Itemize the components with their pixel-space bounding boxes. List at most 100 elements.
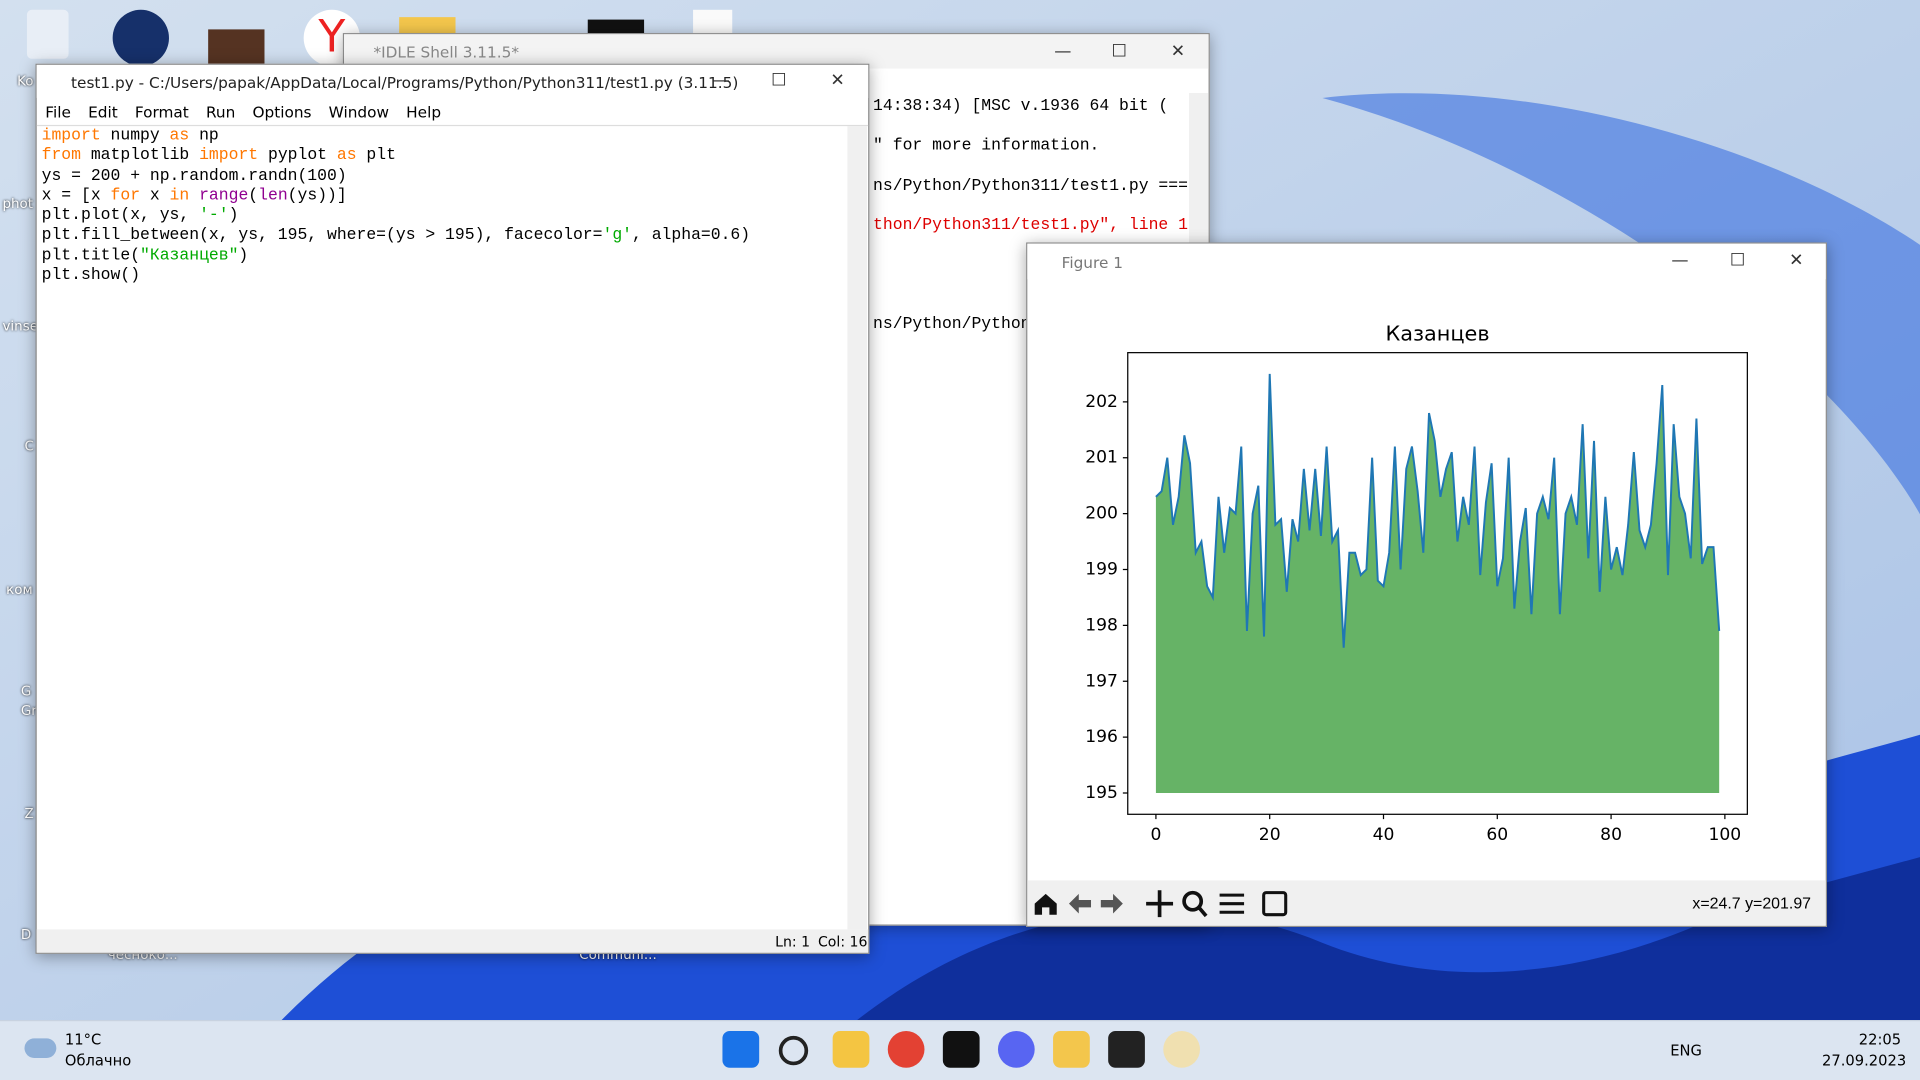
x-tick-label: 100 bbox=[1709, 825, 1742, 845]
shell-title: *IDLE Shell 3.11.5* bbox=[373, 42, 520, 62]
code-token: "Казанцев" bbox=[140, 247, 239, 266]
forward-button[interactable] bbox=[1100, 893, 1123, 914]
start-button[interactable] bbox=[722, 1031, 760, 1068]
desktop-label: vinse bbox=[2, 318, 39, 335]
chrome-button[interactable] bbox=[887, 1031, 925, 1068]
code-token: for bbox=[110, 187, 141, 206]
editor-window: test1.py - C:/Users/papak/AppData/Local/… bbox=[35, 63, 870, 954]
maximize-button[interactable]: ☐ bbox=[1111, 41, 1127, 62]
code-line: plt.fill_between(x, ys, 195, where=(ys >… bbox=[42, 227, 750, 247]
code-token: '-' bbox=[199, 207, 229, 226]
x-tick-label: 0 bbox=[1150, 825, 1161, 845]
menu-item[interactable]: File bbox=[45, 102, 71, 122]
code-token: from bbox=[41, 147, 82, 166]
x-tick-label: 60 bbox=[1486, 825, 1508, 845]
scrollbar[interactable] bbox=[847, 126, 867, 930]
maximize-button[interactable]: ☐ bbox=[1729, 251, 1746, 271]
menu-item[interactable]: Format bbox=[134, 102, 189, 122]
steam-icon[interactable] bbox=[112, 9, 169, 67]
axes-frame bbox=[1127, 352, 1748, 815]
toolbar: x=24.7 y=201.97 bbox=[1027, 880, 1826, 926]
minimize-button[interactable]: — bbox=[1054, 41, 1072, 62]
desktop-label: phot bbox=[2, 195, 34, 212]
status-bar: Ln: 1 Col: 16 bbox=[36, 929, 869, 953]
matplotlib-button[interactable] bbox=[1163, 1031, 1200, 1068]
code-token: as bbox=[336, 147, 357, 166]
video-icon[interactable] bbox=[208, 29, 265, 67]
shell-line: ns/Python/Python311/test1.py === bbox=[873, 177, 1188, 196]
menu-item[interactable]: Options bbox=[252, 102, 312, 122]
editor-title: test1.py - C:/Users/papak/AppData/Local/… bbox=[71, 73, 739, 92]
status-ln: Ln: 1 bbox=[775, 933, 811, 951]
code-token: 'g' bbox=[602, 227, 633, 246]
python-button[interactable] bbox=[1053, 1031, 1090, 1068]
shell-line: 14:38:34) [MSC v.1936 64 bit ( bbox=[873, 97, 1169, 117]
menu-item[interactable]: Edit bbox=[88, 102, 118, 122]
desktop-label: G bbox=[20, 683, 32, 700]
code-token: ( bbox=[248, 187, 259, 206]
code-token: as bbox=[169, 127, 190, 146]
menu-item[interactable]: Help bbox=[406, 102, 442, 122]
search-button[interactable] bbox=[778, 1035, 809, 1066]
close-button[interactable]: ✕ bbox=[1170, 41, 1186, 62]
back-button[interactable] bbox=[1068, 893, 1092, 914]
x-tick-label: 80 bbox=[1600, 825, 1622, 845]
close-button[interactable]: ✕ bbox=[830, 71, 845, 91]
y-tick-label: 199 bbox=[1085, 559, 1118, 579]
minimize-button[interactable]: — bbox=[712, 71, 730, 91]
code-token: len bbox=[258, 187, 288, 206]
code-line: x = [x for x in range(len(ys))] bbox=[42, 187, 750, 207]
code-token: ) bbox=[228, 207, 239, 226]
menu-bar: File Edit Format Run Options Window Help bbox=[36, 99, 869, 127]
y-tick-label: 196 bbox=[1085, 727, 1118, 747]
close-button[interactable]: ✕ bbox=[1789, 251, 1804, 271]
code-token: numpy bbox=[100, 127, 170, 146]
y-tick-label: 198 bbox=[1085, 615, 1118, 635]
pycharm-button[interactable] bbox=[942, 1031, 980, 1068]
line bbox=[1155, 373, 1721, 648]
status-col: Col: 16 bbox=[817, 933, 868, 951]
explorer-button[interactable] bbox=[832, 1031, 870, 1068]
pan-button[interactable] bbox=[1146, 890, 1174, 918]
code-token: ys = 200 + np.random.randn(100) bbox=[41, 167, 347, 186]
x-tick-label: 20 bbox=[1259, 825, 1281, 845]
desktop-label: Gr bbox=[20, 702, 37, 719]
figure-title: Figure 1 bbox=[1061, 253, 1123, 272]
zoom-button[interactable] bbox=[1182, 890, 1204, 912]
code-token: (ys))] bbox=[287, 187, 347, 206]
code-token: ) bbox=[238, 247, 249, 266]
chart-title: Казанцев bbox=[1385, 321, 1489, 345]
weather-icon[interactable] bbox=[24, 1038, 57, 1058]
language[interactable]: ENG bbox=[1670, 1042, 1702, 1060]
shell-output: 14:38:34) [MSC v.1936 64 bit (" for more… bbox=[873, 98, 1188, 336]
clock-time: 22:05 bbox=[1858, 1031, 1902, 1049]
menu-item[interactable]: Run bbox=[205, 102, 236, 122]
menu-item[interactable]: Window bbox=[328, 102, 390, 122]
code-token: import bbox=[199, 147, 259, 166]
terminal-button[interactable] bbox=[1108, 1031, 1145, 1068]
maximize-button[interactable]: ☐ bbox=[771, 71, 787, 91]
cursor-position: x=24.7 y=201.97 bbox=[1692, 893, 1812, 913]
weather-temp: 11°C bbox=[64, 1031, 102, 1049]
minimize-button[interactable]: — bbox=[1671, 251, 1689, 271]
y-tick-label: 200 bbox=[1085, 504, 1118, 524]
save-button[interactable] bbox=[1262, 891, 1288, 917]
discord-button[interactable] bbox=[997, 1031, 1035, 1068]
configure-button[interactable] bbox=[1219, 893, 1245, 914]
desktop-label: D bbox=[20, 926, 32, 943]
code-line: plt.show() bbox=[42, 267, 750, 287]
y-tick-label: 202 bbox=[1085, 392, 1118, 412]
code-token: , alpha=0.6) bbox=[632, 227, 751, 246]
code-token: import bbox=[41, 127, 101, 146]
y-tick-label: 201 bbox=[1085, 448, 1118, 468]
code-token: range bbox=[199, 187, 249, 206]
recycle-bin-icon[interactable] bbox=[26, 9, 69, 59]
desktop-label: Ko bbox=[17, 73, 34, 90]
shell-titlebar: *IDLE Shell 3.11.5* — ☐ ✕ bbox=[344, 34, 1209, 69]
code-token: in bbox=[169, 187, 190, 206]
code-line: import numpy as np bbox=[42, 127, 750, 147]
code-token: plt.plot(x, ys, bbox=[41, 207, 200, 226]
home-button[interactable] bbox=[1034, 893, 1057, 915]
shell-line: thon/Python311/test1.py", line 1 bbox=[873, 216, 1188, 235]
